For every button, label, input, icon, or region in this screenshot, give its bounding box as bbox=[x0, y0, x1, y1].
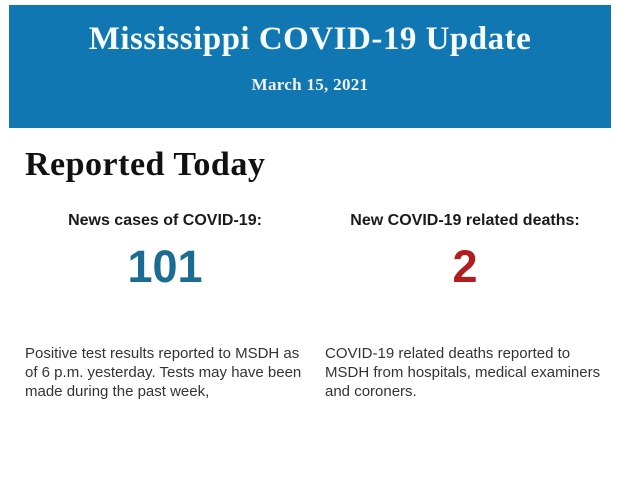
new-deaths-value: 2 bbox=[452, 240, 478, 292]
section-heading: Reported Today bbox=[25, 146, 266, 183]
stat-new-deaths: New COVID-19 related deaths: 2 COVID-19 … bbox=[325, 211, 605, 401]
stat-new-cases: News cases of COVID-19: 101 Positive tes… bbox=[25, 211, 305, 401]
stats-grid: News cases of COVID-19: 101 Positive tes… bbox=[25, 211, 605, 401]
new-cases-value: 101 bbox=[127, 240, 203, 292]
new-deaths-description: COVID-19 related deaths reported to MSDH … bbox=[325, 344, 601, 400]
main-content: Reported Today News cases of COVID-19: 1… bbox=[0, 144, 620, 401]
new-cases-label: News cases of COVID-19: bbox=[68, 211, 262, 229]
banner-title: Mississippi COVID-19 Update bbox=[88, 21, 532, 57]
new-deaths-label: New COVID-19 related deaths: bbox=[350, 211, 580, 229]
banner-date: March 15, 2021 bbox=[251, 74, 369, 94]
new-cases-description: Positive test results reported to MSDH a… bbox=[25, 344, 302, 400]
header-banner: Mississippi COVID-19 Update March 15, 20… bbox=[9, 5, 611, 128]
